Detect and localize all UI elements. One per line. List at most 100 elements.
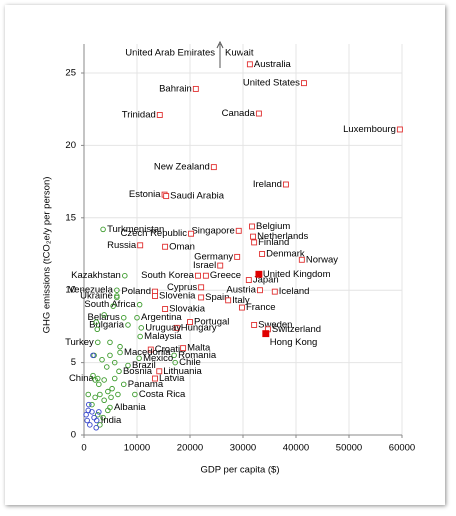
point-label: Spain — [205, 292, 229, 303]
point-label: Kazakhstan — [71, 270, 121, 281]
point — [262, 330, 270, 338]
point-label: Malaysia — [144, 331, 182, 342]
point-label: Slovenia — [159, 291, 196, 302]
point — [156, 112, 163, 118]
point — [250, 233, 257, 240]
point — [136, 301, 143, 308]
point — [116, 368, 122, 375]
point — [107, 339, 113, 346]
point — [111, 359, 118, 366]
point — [396, 126, 403, 133]
point — [180, 345, 187, 352]
point-label: Panama — [128, 379, 164, 390]
point — [255, 270, 263, 278]
point — [251, 322, 258, 328]
x-tick-label: 20000 — [177, 443, 203, 454]
point — [249, 223, 255, 230]
point-label: Netherlands — [257, 231, 308, 242]
point — [92, 394, 98, 401]
point — [101, 377, 107, 383]
point — [120, 314, 127, 321]
point-label: Portugal — [194, 317, 229, 328]
point-label: Latvia — [159, 373, 185, 384]
point — [120, 381, 127, 388]
point — [115, 391, 121, 398]
point — [89, 409, 95, 415]
point — [137, 333, 143, 340]
point-label: Ukraine — [80, 291, 113, 302]
point-label: Italy — [232, 295, 250, 306]
point — [235, 227, 242, 234]
annotation: United Arab Emirates — [125, 48, 215, 59]
point — [210, 164, 217, 171]
point-label: Slovakia — [169, 304, 206, 315]
point-label: Russia — [107, 240, 137, 251]
y-tick-label: 10 — [65, 285, 76, 296]
point — [83, 411, 89, 418]
point — [217, 262, 224, 269]
point — [282, 181, 289, 188]
y-tick-label: 20 — [65, 140, 76, 151]
point-label: Iceland — [279, 286, 310, 297]
point — [245, 277, 252, 284]
x-tick-label: 0 — [81, 443, 86, 454]
point-label: Ireland — [253, 179, 282, 190]
x-tick-label: 60000 — [389, 443, 415, 454]
point — [100, 226, 106, 233]
point-label: Poland — [121, 286, 151, 297]
point — [198, 294, 205, 301]
point — [105, 407, 111, 414]
point — [137, 242, 144, 249]
point-label: Venezuela — [68, 285, 113, 296]
point-label: China — [69, 373, 95, 384]
point-label: Luxembourg — [343, 124, 396, 135]
point-label: Hungary — [181, 322, 217, 333]
point — [298, 256, 305, 263]
point — [173, 324, 180, 331]
point-label: Malta — [187, 343, 211, 354]
point — [138, 325, 144, 331]
point — [114, 294, 120, 301]
point-label: Singapore — [191, 225, 234, 236]
point — [246, 61, 253, 68]
point — [117, 343, 123, 350]
point — [132, 391, 138, 398]
point-label: France — [246, 302, 276, 313]
point — [108, 394, 114, 401]
annotation: Kuwait — [225, 48, 254, 59]
point-label: Uruguay — [145, 322, 181, 333]
point — [192, 85, 199, 92]
point-label: Mexico — [143, 353, 173, 364]
point — [125, 322, 131, 328]
y-tick-label: 15 — [65, 212, 76, 223]
point-label: Denmark — [266, 249, 305, 260]
point — [188, 230, 195, 237]
point-label: Estonia — [129, 189, 161, 200]
point-label: Turkmenistan — [107, 224, 164, 235]
point — [162, 243, 169, 250]
point — [238, 304, 245, 311]
y-tick-label: 25 — [65, 68, 76, 79]
point — [122, 272, 128, 279]
point — [101, 397, 107, 403]
point — [107, 352, 113, 359]
point-label: Saudi Arabia — [170, 191, 225, 202]
point — [94, 326, 100, 333]
point — [134, 314, 140, 321]
point — [104, 364, 110, 370]
point — [251, 239, 258, 246]
y-tick-label: 5 — [71, 357, 76, 368]
point — [96, 381, 102, 388]
point-label: India — [101, 415, 122, 426]
point — [105, 388, 111, 395]
point-label: Canada — [222, 108, 256, 119]
point-label: Romania — [178, 350, 217, 361]
point — [225, 297, 232, 304]
point — [95, 375, 101, 382]
point — [84, 417, 90, 424]
point-label: Macedonia — [124, 347, 171, 358]
point — [96, 409, 102, 415]
point — [97, 422, 103, 428]
point — [111, 375, 118, 382]
